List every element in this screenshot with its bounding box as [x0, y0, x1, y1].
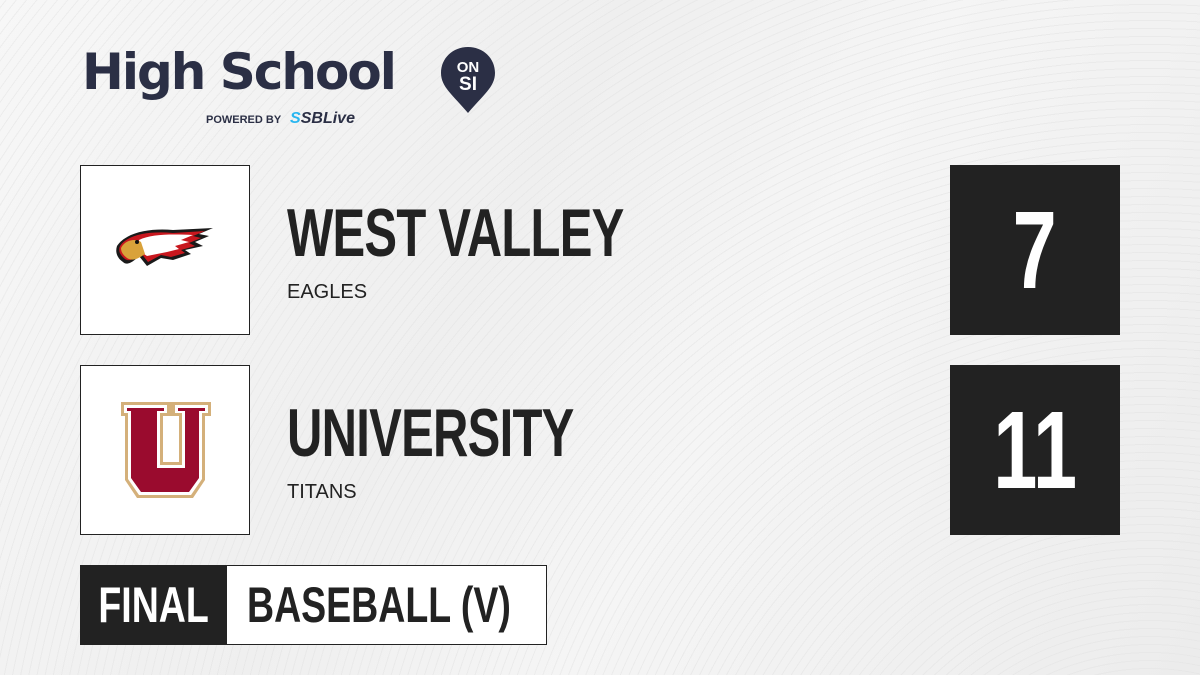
game-status-bar: FINAL BASEBALL (V) [80, 565, 547, 645]
team-logo-west-valley [80, 165, 250, 335]
score-value: 7 [1012, 188, 1058, 312]
team-mascot: TITANS [287, 481, 357, 503]
team-score: 7 [950, 165, 1120, 335]
svg-text:ON: ON [457, 59, 480, 76]
letter-u-logo-icon [121, 402, 211, 498]
team-score: 11 [950, 365, 1120, 535]
brand-title: High School [82, 43, 397, 101]
sport-label-box: BASEBALL (V) [227, 566, 599, 644]
eagle-logo-icon [116, 228, 213, 266]
powered-by-label: POWERED BY [206, 114, 281, 126]
svg-text:SI: SI [459, 74, 477, 95]
score-value: 11 [993, 388, 1077, 512]
team-mascot: EAGLES [287, 281, 368, 303]
on-si-pin-icon: ON SI [441, 47, 495, 113]
team-name: UNIVERSITY [287, 395, 574, 471]
sport-label: BASEBALL (V) [247, 577, 511, 633]
status-label: FINAL [98, 577, 210, 633]
brand-logo: High School ON SI POWERED BY SSBLive [82, 43, 495, 127]
team-logo-university [80, 365, 250, 535]
sblive-logo: SSBLive [290, 110, 355, 127]
powered-by: POWERED BY SSBLive [206, 110, 355, 128]
final-badge: FINAL [81, 566, 227, 644]
team-name: WEST VALLEY [287, 195, 624, 271]
